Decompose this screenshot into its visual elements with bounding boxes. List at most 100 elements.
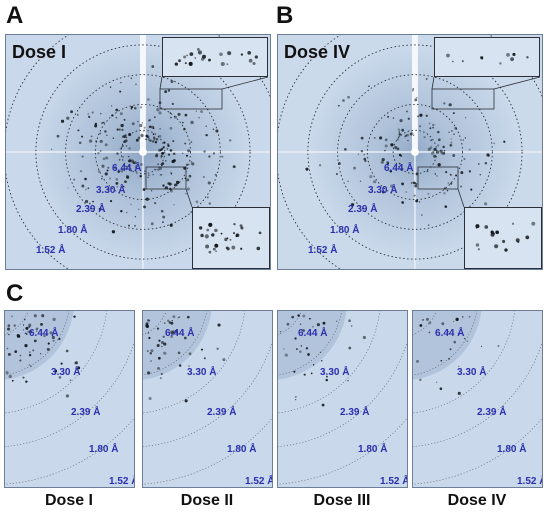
diffraction-spot — [8, 374, 12, 379]
diffraction-spot — [303, 373, 306, 376]
diffraction-spot — [139, 123, 143, 128]
diffraction-spot — [437, 163, 441, 167]
diffraction-spot — [148, 125, 152, 129]
diffraction-spot — [177, 351, 181, 355]
crop3-label-2-39: 2.39 Å — [340, 407, 370, 418]
diffraction-spot — [503, 140, 506, 143]
diffraction-spot — [145, 322, 149, 326]
diffraction-spot — [79, 169, 83, 173]
diffraction-spot — [463, 158, 466, 161]
inset-spot — [226, 63, 229, 65]
diffraction-spot — [81, 155, 84, 158]
diffraction-spot — [170, 171, 172, 174]
inset-spot — [526, 56, 529, 59]
diffraction-spot — [91, 111, 94, 114]
inset-spot — [475, 243, 480, 247]
diffraction-spot — [135, 83, 137, 86]
diffraction-spot — [184, 192, 187, 195]
diffraction-spot — [229, 139, 232, 142]
diffraction-spot — [448, 357, 451, 360]
diffraction-spot — [188, 352, 192, 356]
diffraction-spot — [142, 188, 146, 192]
diffraction-spot — [425, 317, 430, 321]
diffraction-spot — [19, 359, 22, 362]
diffraction-spot — [28, 325, 31, 328]
diffraction-spot — [161, 151, 165, 155]
diffraction-spot — [151, 65, 155, 68]
diffraction-spot — [390, 143, 394, 147]
diffraction-spot — [160, 209, 164, 213]
diffraction-spot — [22, 376, 25, 379]
diffraction-spot — [115, 182, 119, 185]
diffraction-spot — [321, 403, 325, 407]
inset-spot — [212, 247, 216, 251]
diffraction-spot — [455, 174, 457, 177]
diffraction-spot — [446, 189, 449, 192]
diffraction-spot — [419, 378, 422, 382]
diffraction-spot — [159, 127, 161, 130]
diffraction-spot — [172, 315, 176, 319]
diffraction-spot — [8, 333, 10, 336]
diffraction-spot — [435, 381, 438, 383]
diffraction-spot — [171, 319, 173, 322]
diffraction-spot — [147, 176, 149, 179]
diffraction-spot — [170, 116, 172, 119]
inset-spot — [227, 51, 232, 56]
diffraction-spot — [348, 346, 352, 350]
diffraction-spot — [125, 145, 128, 147]
scatter-halo — [278, 311, 347, 380]
crop-dose-3: 6.44 Å 3.30 Å 2.39 Å 1.80 Å 1.52 Å — [277, 310, 408, 488]
diffraction-spot — [118, 128, 121, 131]
diffraction-spot — [33, 314, 37, 318]
diffraction-spot — [124, 165, 126, 168]
diffraction-spot — [453, 133, 455, 135]
diffraction-spot — [208, 202, 211, 205]
diffraction-spot — [157, 366, 160, 370]
diffraction-spot — [22, 324, 25, 326]
diffraction-spot — [35, 327, 39, 331]
resolution-label-1-52-b: 1.52 Å — [308, 245, 338, 256]
diffraction-spot — [146, 98, 150, 101]
diffraction-spot — [480, 345, 483, 347]
diffraction-spot — [173, 204, 175, 206]
diffraction-spot — [94, 122, 98, 126]
diffraction-spot — [427, 224, 430, 226]
diffraction-spot — [119, 112, 123, 116]
diffraction-spot — [394, 146, 398, 150]
diffraction-spot — [128, 147, 131, 150]
diffraction-spot — [427, 147, 431, 151]
diffraction-spot — [56, 134, 60, 138]
diffraction-spot — [425, 114, 428, 117]
diffraction-spot — [88, 115, 91, 119]
diffraction-spot — [153, 168, 156, 171]
diffraction-spot — [389, 169, 393, 173]
diffraction-spot — [28, 353, 32, 357]
diffraction-spot — [452, 320, 455, 323]
diffraction-spot — [484, 161, 488, 165]
diffraction-spot — [350, 203, 355, 207]
diffraction-spot — [24, 344, 28, 348]
diffraction-spot — [166, 148, 168, 150]
diffraction-spot — [186, 315, 190, 319]
diffraction-spot — [150, 360, 152, 362]
diffraction-spot — [162, 184, 165, 187]
diffraction-spot — [294, 395, 297, 398]
diffraction-spot — [425, 77, 428, 80]
diffraction-spot — [137, 120, 139, 123]
diffraction-spot — [140, 106, 143, 109]
diffraction-spot — [147, 331, 150, 334]
diffraction-spot — [312, 326, 314, 328]
diffraction-spot — [114, 166, 117, 169]
diffraction-spot — [307, 353, 310, 356]
diffraction-spot — [405, 191, 407, 193]
inset-spot — [214, 228, 218, 233]
diffraction-spot — [130, 77, 133, 80]
diffraction-spot — [167, 143, 169, 146]
inset-spot — [220, 62, 225, 67]
diffraction-spot — [415, 96, 418, 99]
diffraction-spot — [460, 185, 463, 188]
panel-letter-b: B — [276, 2, 294, 29]
crop3-label-3-30: 3.30 Å — [320, 367, 350, 378]
inset-spot — [224, 237, 228, 242]
diffraction-spot — [426, 170, 429, 173]
